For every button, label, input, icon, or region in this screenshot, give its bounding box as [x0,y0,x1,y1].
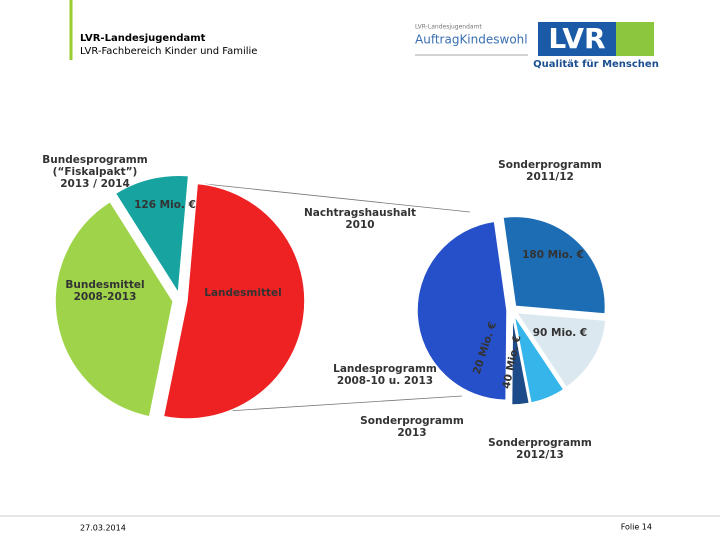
value-label: 90 Mio. € [533,327,587,339]
pie-slice [513,314,565,404]
slice-label: Bundesmittel 2008-2013 [65,279,144,303]
slice-label: Bundesprogramm (“Fiskalpakt”) 2013 / 2014 [42,154,147,190]
connector [211,395,463,413]
value-label: 180 Mio. € [522,249,584,261]
logo-face [616,22,654,56]
pie-slice [114,174,190,296]
logo-small: LVR-Landesjugendamt [415,24,482,31]
pie-slice [502,215,607,315]
connector [204,183,471,213]
slice-label: Landesprogramm 2008-10 u. 2013 [333,363,437,387]
slice-label: Sonderprogramm 2013 [360,415,464,439]
slice-label: Nachtragshaushalt 2010 [304,207,416,231]
logo-claim: Qualität für Menschen [533,59,659,70]
footer-slide: Folie 14 [621,523,652,532]
pie-slice [416,220,508,402]
slice-label: Sonderprogramm 2012/13 [488,437,592,461]
value-label: 126 Mio. € [134,199,196,211]
pie-slice [54,200,174,418]
logo-campaign: AuftragKindeswohl [415,33,528,47]
slice-label: Sonderprogramm 2011/12 [498,159,602,183]
logo-brand: LVR [548,22,605,55]
header-subtitle: LVR-Fachbereich Kinder und Familie [80,46,257,57]
pie-slice [162,182,306,420]
header-title: LVR-Landesjugendamt [80,33,206,44]
logo-box [538,22,616,56]
slice-label: Landesmittel [204,287,281,299]
pie-slice [514,311,607,389]
pie-slice [510,314,531,406]
footer-date: 27.03.2014 [80,524,126,533]
